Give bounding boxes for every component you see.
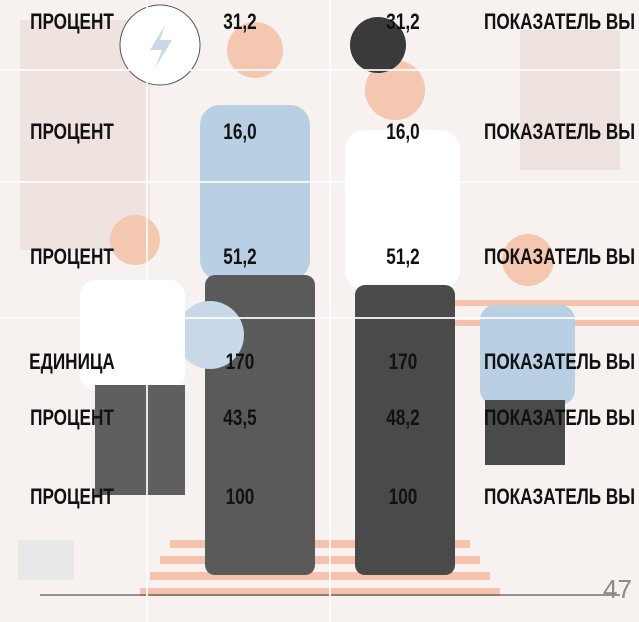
value-cell: 100 bbox=[389, 485, 418, 509]
value-cell: 170 bbox=[389, 350, 418, 374]
page-number: 47 bbox=[603, 574, 632, 605]
value-cell: 48,2 bbox=[386, 406, 419, 430]
indicator-cell: ПОКАЗАТЕЛЬ ВЫ bbox=[484, 350, 635, 374]
indicator-cell: ПОКАЗАТЕЛЬ ВЫ bbox=[484, 406, 635, 430]
unit-cell: ПРОЦЕНТ bbox=[30, 10, 114, 34]
table: ПРОЦЕНТ 31,2 31,2 ПОКАЗАТЕЛЬ ВЫ ПРОЦЕНТ 16,0 1… bbox=[0, 0, 639, 622]
value-cell: 51,2 bbox=[223, 245, 256, 269]
value-cell: 31,2 bbox=[223, 10, 256, 34]
indicator-cell: ПОКАЗАТЕЛЬ ВЫ bbox=[484, 245, 635, 269]
page: ПРОЦЕНТ 31,2 31,2 ПОКАЗАТЕЛЬ ВЫ ПРОЦЕНТ 16,0 1… bbox=[0, 0, 639, 622]
value-cell: 170 bbox=[226, 350, 255, 374]
indicator-cell: ПОКАЗАТЕЛЬ ВЫ bbox=[484, 10, 635, 34]
value-cell: 16,0 bbox=[223, 120, 256, 144]
value-cell: 16,0 bbox=[386, 120, 419, 144]
value-cell: 31,2 bbox=[386, 10, 419, 34]
unit-cell: ЕДИНИЦА bbox=[29, 350, 115, 374]
value-cell: 51,2 bbox=[386, 245, 419, 269]
unit-cell: ПРОЦЕНТ bbox=[30, 245, 114, 269]
value-cell: 43,5 bbox=[223, 406, 256, 430]
value-cell: 100 bbox=[226, 485, 255, 509]
unit-cell: ПРОЦЕНТ bbox=[30, 485, 114, 509]
indicator-cell: ПОКАЗАТЕЛЬ ВЫ bbox=[484, 485, 635, 509]
unit-cell: ПРОЦЕНТ bbox=[30, 120, 114, 144]
indicator-cell: ПОКАЗАТЕЛЬ ВЫ bbox=[484, 120, 635, 144]
unit-cell: ПРОЦЕНТ bbox=[30, 406, 114, 430]
